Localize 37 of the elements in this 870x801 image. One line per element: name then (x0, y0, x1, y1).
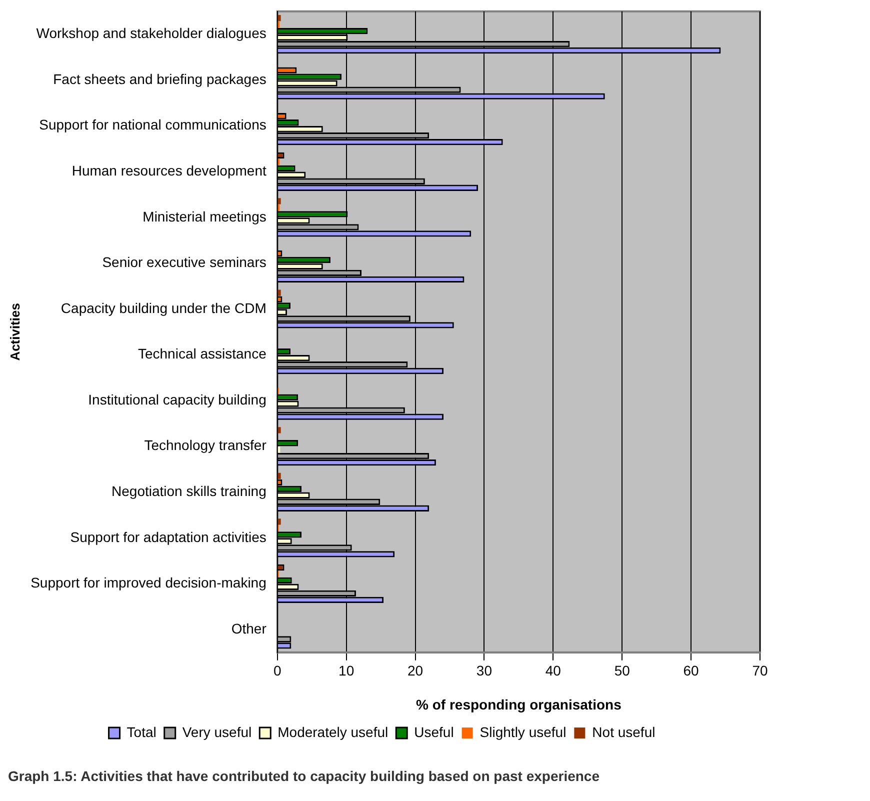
x-tick-label: 30 (476, 662, 492, 679)
bar (278, 472, 281, 480)
y-tick-label: Support for adaptation activities (70, 528, 266, 545)
bar (278, 198, 281, 204)
text: Graph 1.5: Activities that have contributed to capacity building based on past experience (8, 768, 600, 784)
y-tick-label: Institutional capacity building (88, 391, 266, 408)
bar (278, 518, 281, 525)
y-tick-label: Support for improved decision-making (30, 574, 266, 591)
y-tick-label: Capacity building under the CDM (60, 300, 266, 316)
y-tick-label: Technical assistance (138, 346, 267, 362)
y-tick-label: Support for national communications (39, 116, 266, 133)
x-tick-label: 70 (752, 662, 768, 679)
y-axis-title: Activities (7, 302, 22, 361)
y-tick-label: Negotiation skills training (112, 483, 266, 500)
legend-label: Moderately useful (278, 724, 388, 740)
legend-label: Very useful (182, 724, 252, 740)
y-tick-label: Technology transfer (144, 437, 267, 454)
y-tick-label: Human resources development (72, 162, 266, 179)
bar (278, 427, 281, 434)
y-tick-label: Other (231, 620, 267, 636)
legend-label: Not useful (592, 724, 656, 740)
x-tick-label: 10 (338, 662, 354, 679)
x-tick-label: 60 (683, 662, 700, 679)
legend-label: Slightly useful (480, 724, 566, 740)
y-tick-label: Workshop and stakeholder dialogues (36, 25, 266, 42)
bar (278, 290, 281, 296)
x-tick-label: 40 (545, 662, 562, 679)
x-axis-title: % of responding organisations (416, 696, 622, 712)
x-tick-label: 0 (273, 662, 282, 679)
legend-label: Total (126, 724, 156, 740)
x-tick-label: 50 (614, 662, 630, 679)
y-tick-label: Senior executive seminars (102, 254, 266, 270)
y-tick-label: Fact sheets and briefing packages (53, 70, 266, 87)
y-tick-label: Ministerial meetings (142, 208, 266, 224)
bar (278, 14, 281, 22)
legend-label: Useful (414, 724, 454, 740)
x-tick-label: 20 (407, 662, 424, 679)
